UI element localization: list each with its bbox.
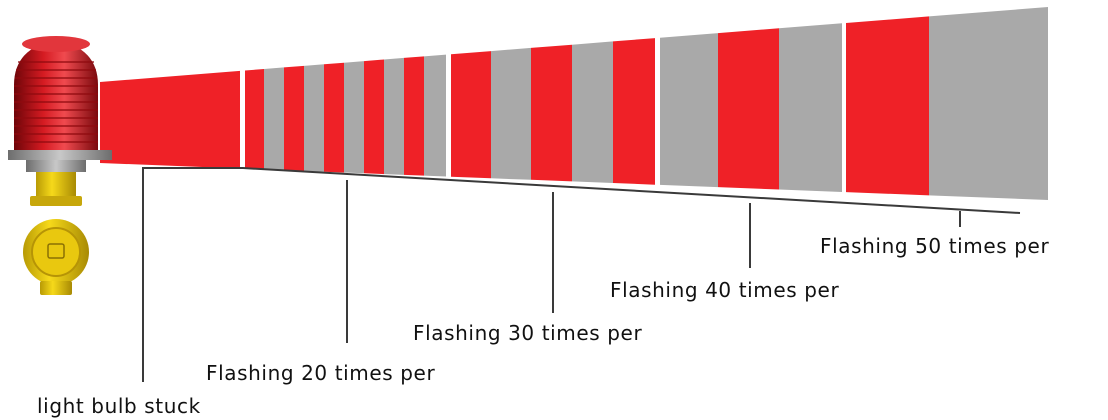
beam-segment-gray (424, 54, 446, 177)
beam-segment-red (613, 38, 655, 185)
beam-segment-gray (491, 47, 531, 180)
beam-segment-red (718, 28, 779, 190)
beam-segment-red (284, 65, 304, 171)
beam-segment-red (100, 70, 240, 169)
beam-segment-red (531, 44, 572, 182)
beam-segment-red (846, 16, 929, 196)
beam-segment-gray (929, 7, 1048, 200)
label-flashing-40: Flashing 40 times per (610, 278, 839, 302)
beam-segment-gray (384, 57, 404, 175)
label-light-bulb-stuck: light bulb stuck (37, 394, 201, 418)
beam-segment-gray (779, 23, 842, 192)
light-beam (100, 7, 1048, 200)
beam-segment-red (324, 62, 344, 173)
aviation-obstruction-light-icon (8, 36, 112, 295)
beam-segment-gray (660, 33, 718, 188)
beam-segment-gray (572, 41, 613, 184)
beam-segment-red (451, 51, 491, 179)
labels: light bulb stuck Flashing 20 times per F… (37, 234, 1049, 418)
beam-segment-gray (304, 64, 324, 172)
label-flashing-20: Flashing 20 times per (206, 361, 435, 385)
label-flashing-50: Flashing 50 times per (820, 234, 1049, 258)
annotation-lines (142, 167, 1021, 382)
beam-segment-red (404, 56, 424, 176)
beam-segment-red (245, 69, 264, 170)
beam-segment-gray (344, 61, 364, 174)
label-flashing-30: Flashing 30 times per (413, 321, 642, 345)
beam-segment-gray (264, 67, 284, 171)
beam-segment-red (364, 59, 384, 175)
